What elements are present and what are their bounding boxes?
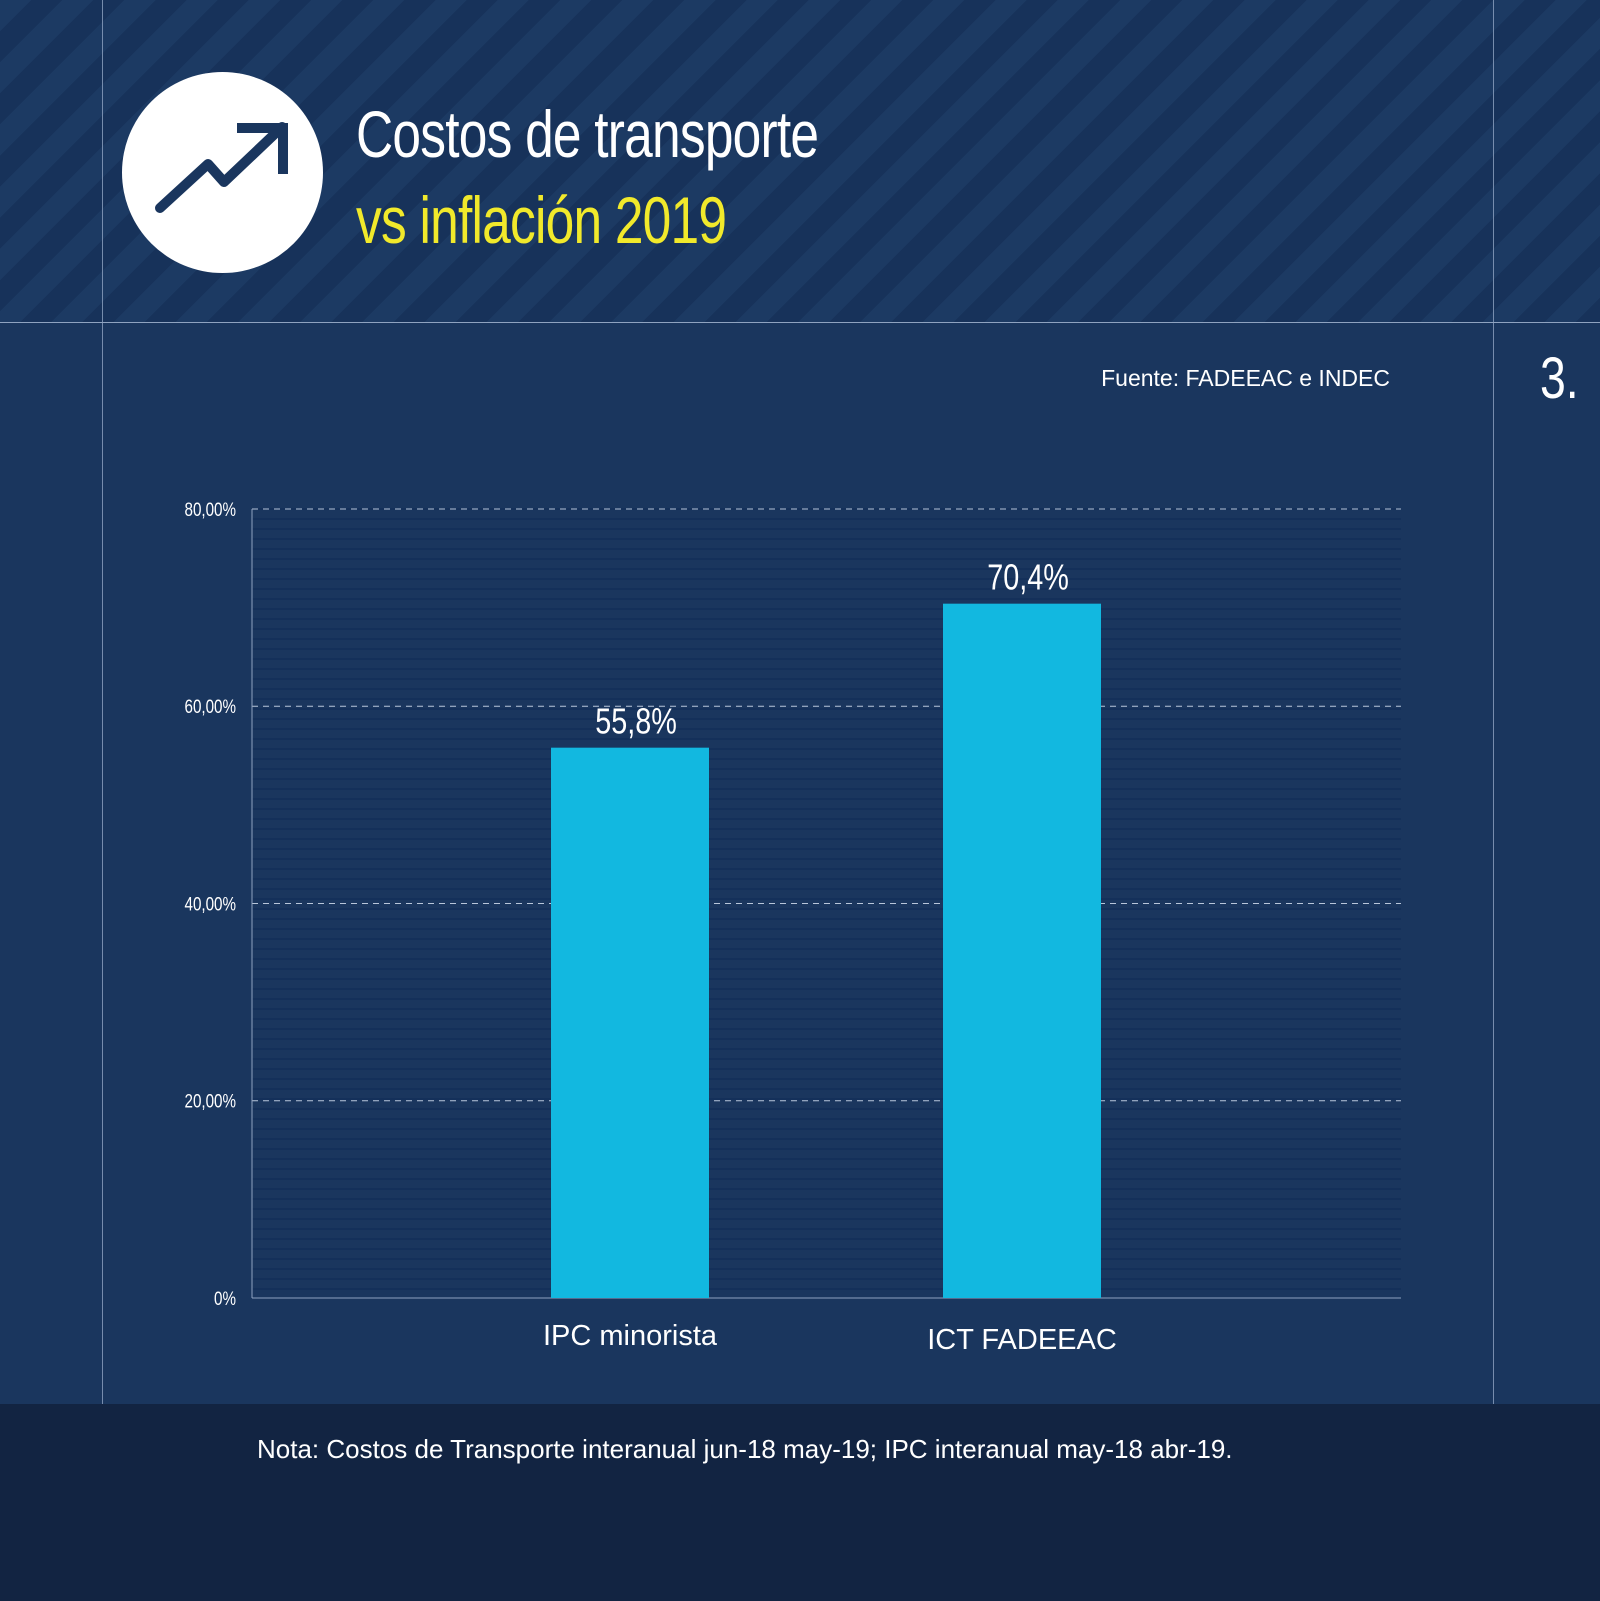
y-tick-label: 40,00% bbox=[184, 893, 236, 915]
bar-chart: 0% 20,00% 40,00% 60,00% 80,00% 55,8% IPC minor… bbox=[184, 498, 1401, 1356]
title-line-1: Costos de transporte bbox=[356, 97, 819, 171]
divider bbox=[102, 0, 103, 1601]
footnote: Nota: Costos de Transporte interanual ju… bbox=[257, 1434, 1233, 1464]
bar bbox=[551, 747, 709, 1298]
bar bbox=[943, 603, 1101, 1298]
x-category-label: ICT FADEEAC bbox=[927, 1324, 1117, 1356]
trending-up-icon bbox=[155, 122, 288, 213]
divider bbox=[1493, 0, 1494, 1601]
x-category-label: IPC minorista bbox=[543, 1320, 718, 1352]
page-number: 3. bbox=[1540, 346, 1579, 411]
y-tick-label: 80,00% bbox=[184, 498, 236, 520]
footer bbox=[0, 1404, 1600, 1601]
logo-circle bbox=[122, 72, 323, 273]
data-label: 55,8% bbox=[595, 701, 677, 742]
source-text: Fuente: FADEEAC e INDEC bbox=[1101, 365, 1390, 391]
title-line-2: vs inflación 2019 bbox=[356, 183, 727, 257]
y-tick-label: 60,00% bbox=[184, 696, 236, 718]
y-tick-label: 20,00% bbox=[184, 1090, 236, 1112]
y-tick-label: 0% bbox=[214, 1287, 236, 1309]
data-label: 70,4% bbox=[987, 557, 1069, 598]
